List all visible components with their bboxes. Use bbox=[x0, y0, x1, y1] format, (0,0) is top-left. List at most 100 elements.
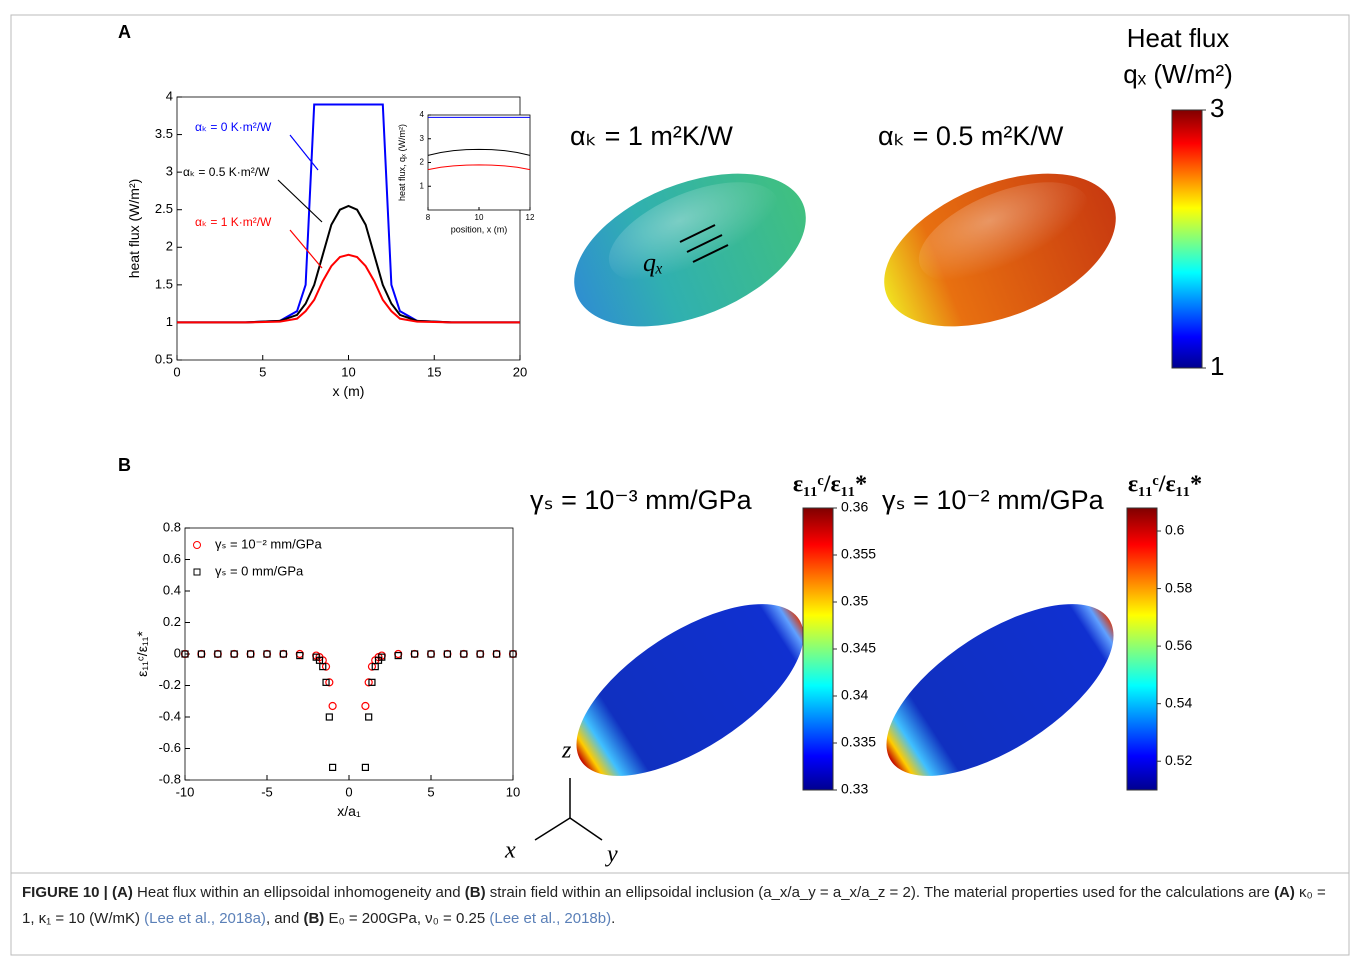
caption-part: Heat flux within an ellipsoidal inhomoge… bbox=[132, 884, 465, 901]
colorbar-tick-label: 0.58 bbox=[1165, 579, 1192, 595]
colorbar-tick-label: 0.355 bbox=[841, 546, 876, 562]
colorbar-tick-label: 0.54 bbox=[1165, 694, 1192, 710]
point bbox=[322, 678, 330, 686]
point bbox=[378, 653, 386, 661]
point bbox=[279, 650, 287, 658]
ellipsoid bbox=[576, 604, 804, 776]
line bbox=[177, 204, 520, 324]
line bbox=[177, 253, 520, 324]
x-tick-label: -10 bbox=[176, 784, 195, 799]
label-arrow bbox=[289, 229, 323, 269]
caption-part: strain field within an ellipsoidal inclu… bbox=[485, 884, 1275, 901]
colorbar bbox=[1171, 109, 1203, 369]
point bbox=[197, 650, 205, 658]
y-tick-label: -0.6 bbox=[159, 740, 181, 755]
x-tick-label: 5 bbox=[427, 784, 434, 799]
colorbar-tick-label: 0.345 bbox=[841, 640, 876, 656]
y-tick-label: 3 bbox=[166, 164, 173, 179]
point bbox=[394, 651, 402, 660]
colorbar-tick-label: 0.6 bbox=[1165, 522, 1185, 538]
x-axis-label: x (m) bbox=[333, 383, 365, 399]
figure-border bbox=[10, 14, 1350, 956]
series-label: αₖ = 0 K·m²/W bbox=[195, 120, 272, 134]
point bbox=[361, 701, 370, 711]
legend-marker bbox=[193, 541, 201, 549]
panel-title: γₛ = 10⁻³ mm/GPa bbox=[530, 485, 753, 515]
x-tick-label: 12 bbox=[526, 213, 535, 222]
caption-part: E₀ = 200GPa, ν₀ = 0.25 bbox=[324, 910, 490, 927]
y-tick-label: 2.5 bbox=[155, 201, 173, 216]
point bbox=[509, 650, 517, 658]
panel-title: γₛ = 10⁻² mm/GPa bbox=[882, 485, 1105, 515]
point bbox=[247, 650, 255, 658]
y-axis-label: ε₁₁ᶜ/ε₁₁* bbox=[134, 631, 150, 677]
y-tick-label: 4 bbox=[420, 110, 425, 119]
y-tick-label: 1 bbox=[166, 314, 173, 329]
legend-label: γₛ = 10⁻² mm/GPa bbox=[215, 536, 322, 551]
y-tick-label: 0.2 bbox=[163, 614, 181, 629]
panel-label: B bbox=[118, 455, 131, 475]
point bbox=[365, 713, 373, 721]
y-tick-label: 0.4 bbox=[163, 582, 181, 597]
point bbox=[328, 701, 337, 711]
line bbox=[177, 103, 520, 324]
caption: FIGURE 10 | (A) Heat flux within an elli… bbox=[22, 880, 1338, 932]
caption-part: (B) bbox=[464, 884, 486, 901]
y-tick-label: 0 bbox=[174, 645, 181, 660]
highlight bbox=[608, 182, 779, 283]
flux-arrows bbox=[679, 224, 729, 263]
colorbar-tick-label: 0.52 bbox=[1165, 752, 1192, 768]
x-tick-label: 10 bbox=[475, 213, 484, 222]
x-tick-label: 10 bbox=[506, 784, 520, 799]
y-tick-label: 0.5 bbox=[155, 351, 173, 366]
x-axis-label: position, x (m) bbox=[451, 224, 508, 234]
x-tick-label: 8 bbox=[426, 213, 431, 222]
series-label: αₖ = 0.5 K·m²/W bbox=[183, 165, 270, 179]
x-tick-label: 0 bbox=[345, 784, 352, 799]
point bbox=[263, 650, 271, 658]
series-label: αₖ = 1 K·m²/W bbox=[195, 215, 272, 229]
colorbar-tick-label: 1 bbox=[1210, 351, 1224, 381]
label-arrow bbox=[277, 179, 323, 223]
point bbox=[368, 678, 376, 686]
point bbox=[319, 662, 327, 671]
y-tick-label: -0.4 bbox=[159, 708, 181, 723]
y-tick-label: 0.6 bbox=[163, 551, 181, 566]
caption-part: , and bbox=[265, 910, 304, 927]
y-tick-label: 3.5 bbox=[155, 126, 173, 141]
y-tick-label: 1 bbox=[420, 181, 425, 190]
colorbar-tick-label: 0.35 bbox=[841, 593, 868, 609]
point bbox=[411, 650, 419, 658]
y-tick-label: 2 bbox=[166, 239, 173, 254]
y-tick-label: -0.8 bbox=[159, 771, 181, 786]
x-tick-label: 10 bbox=[341, 364, 355, 379]
point bbox=[443, 650, 451, 658]
flux-label: qₓ bbox=[643, 248, 663, 277]
y-tick-label: -0.2 bbox=[159, 677, 181, 692]
point bbox=[181, 650, 189, 658]
colorbar bbox=[802, 507, 834, 791]
point bbox=[325, 713, 333, 721]
plot-area bbox=[427, 114, 531, 211]
x-axis-label: x/a₁ bbox=[337, 803, 361, 819]
y-tick-label: 0.8 bbox=[163, 519, 181, 534]
colorbar-tick-label: 3 bbox=[1210, 93, 1224, 123]
point bbox=[296, 651, 304, 660]
citation[interactable]: (Lee et al., 2018b) bbox=[489, 910, 612, 927]
legend-marker bbox=[193, 568, 201, 576]
y-tick-label: 3 bbox=[420, 134, 425, 143]
point bbox=[476, 650, 484, 658]
caption-part: κ₀ = 1, κ₁ = 10 (W/mK) bbox=[22, 884, 1326, 927]
citation[interactable]: (Lee et al., 2018a) bbox=[144, 910, 266, 927]
panel-label: A bbox=[118, 22, 131, 42]
colorbar-tick-label: 0.33 bbox=[841, 781, 868, 797]
highlight bbox=[918, 182, 1089, 283]
point bbox=[460, 650, 468, 658]
label-arrow bbox=[289, 134, 319, 171]
y-tick-label: 4 bbox=[166, 88, 173, 103]
x-tick-label: 0 bbox=[173, 364, 180, 379]
line bbox=[427, 148, 531, 156]
y-axis-label: heat flux, qₓ (W/m²) bbox=[397, 124, 407, 201]
point bbox=[493, 650, 501, 658]
